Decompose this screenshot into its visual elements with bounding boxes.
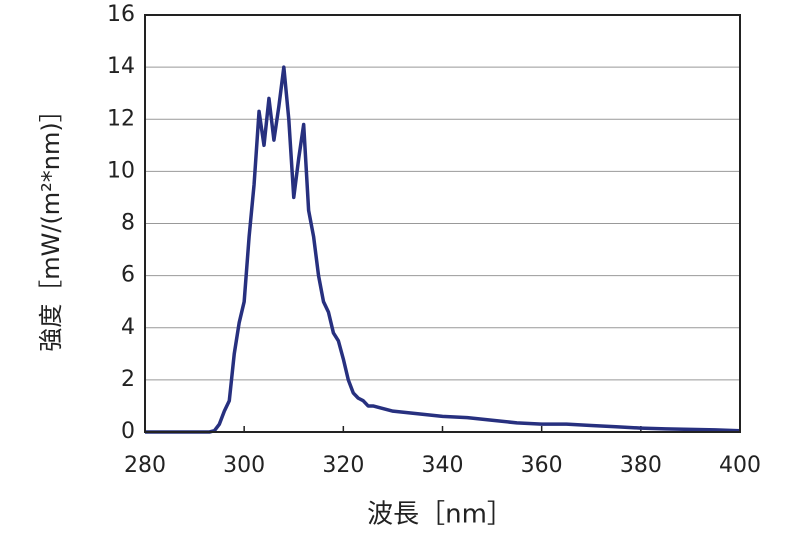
x-tick-label: 400	[719, 453, 761, 478]
x-tick-label: 360	[521, 453, 563, 478]
x-tick-label: 380	[620, 453, 662, 478]
y-tick-label: 6	[121, 263, 135, 288]
plot-frame	[144, 14, 741, 433]
y-tick-label: 16	[107, 2, 135, 27]
x-tick-label: 300	[223, 453, 265, 478]
y-tick-label: 10	[107, 158, 135, 183]
x-tick-label: 340	[422, 453, 464, 478]
y-tick-label: 14	[107, 54, 135, 79]
y-tick-label: 0	[121, 419, 135, 444]
y-tick-label: 2	[121, 367, 135, 392]
y-axis-label: 強度［mW/(m²*nm)］	[37, 98, 65, 352]
x-tick-label: 320	[322, 453, 364, 478]
y-tick-label: 8	[121, 211, 135, 236]
spectrum-line	[145, 65, 741, 434]
y-tick-label: 12	[107, 106, 135, 131]
x-tick-label: 280	[124, 453, 166, 478]
x-axis-label: 波長［nm］	[367, 500, 513, 530]
y-tick-label: 4	[121, 315, 135, 340]
